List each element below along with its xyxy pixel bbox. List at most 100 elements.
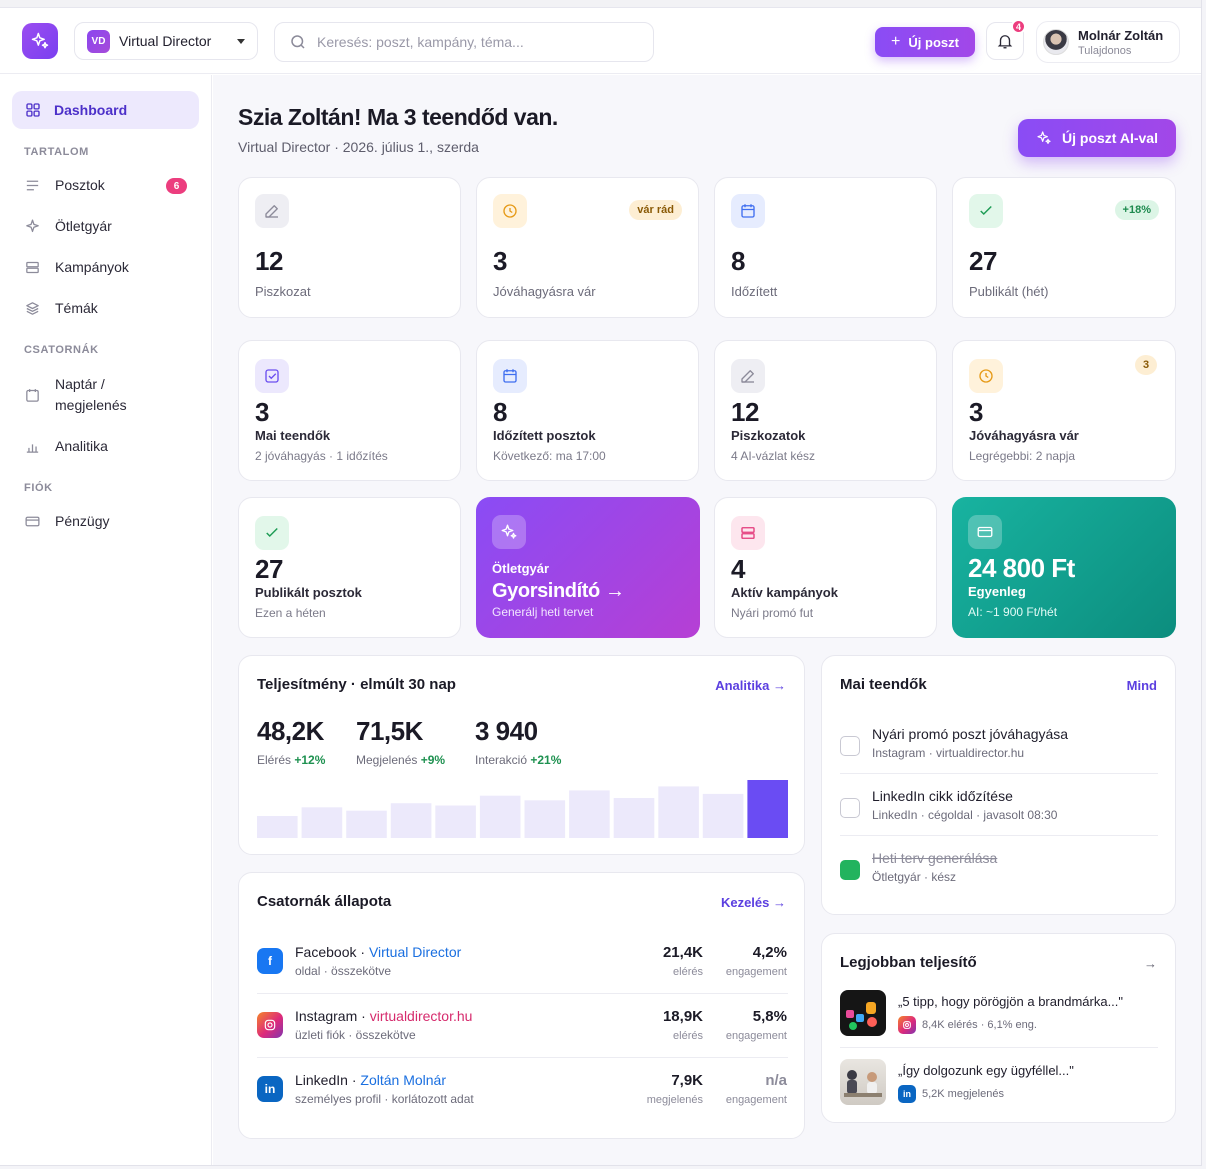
todo-item[interactable]: LinkedIn cikk időzítése LinkedIn · cégol… [840,788,1158,828]
sidebar-item-ideas[interactable]: Ötletgyár [24,216,194,237]
sidebar-item-label: Posztok [55,177,105,193]
check-icon-wrap [969,194,1003,228]
search-box[interactable] [274,22,654,62]
channel-row-instagram[interactable]: Instagram · virtualdirector.hu üzleti fi… [257,1008,787,1048]
tile-active-campaigns[interactable]: 4 Aktív kampányok Nyári promó fut [714,497,937,638]
todo-sub: Ötletgyár · kész [872,870,957,884]
check-icon [980,205,992,216]
todos-panel: Mai teendők Mind Nyári promó poszt jóváh… [821,655,1176,915]
tile-idea-quickstart[interactable]: Ötletgyár Gyorsindító → Generálj heti te… [476,497,700,638]
tile-title: Gyorsindító [492,580,600,602]
sparkle-icon [26,219,39,233]
pencil-icon [265,205,278,218]
sidebar-item-finance[interactable]: Pénzügy [24,511,194,532]
channel-account: Zoltán Molnár [360,1072,446,1088]
search-input[interactable] [317,34,617,50]
summary-title: Piszkozatok [731,428,806,443]
divider [257,1057,788,1058]
stat-card-pending[interactable]: vár rád 3 Jóváhagyásra vár [476,177,699,318]
tile-published-posts[interactable]: 27 Publikált posztok Ezen a héten [238,497,461,638]
channel-network: Instagram [295,1008,358,1024]
todo-checkbox[interactable] [840,798,860,818]
stack-icon [26,302,39,315]
sparkle-icon [1037,131,1051,144]
workspace-switcher[interactable]: VD Virtual Director [74,22,258,60]
sidebar-item-calendar[interactable]: Naptár / megjelenés [24,374,194,416]
workspace-badge: VD [87,29,110,53]
tile-sub: Generálj heti tervet [492,605,594,619]
tile-value: 24 800 Ft [968,553,1075,583]
summary-card-today[interactable]: 3 Mai teendők 2 jóváhagyás · 1 időzítés [238,340,461,481]
best-post-item[interactable]: „5 tipp, hogy pörögjön a brandmárka..." … [840,990,1158,1038]
todo-checkbox-checked[interactable] [840,860,860,880]
performance-bar [257,816,298,838]
user-menu[interactable]: Molnár Zoltán Tulajdonos [1036,21,1180,63]
performance-bar [346,810,387,838]
performance-bar [613,798,655,838]
stat-card-drafts[interactable]: 12 Piszkozat [238,177,461,318]
search-icon [291,35,305,49]
clock-icon-wrap [969,359,1003,393]
todo-item[interactable]: Nyári promó poszt jóváhagyása Instagram … [840,726,1158,766]
bell-icon [997,35,1013,49]
tile-balance[interactable]: 24 800 Ft Egyenleg AI: ~1 900 Ft/hét [952,497,1176,638]
todos-title: Mai teendők [840,676,927,693]
channel-engagement-label: engagement [725,1094,787,1106]
sidebar-item-label: Dashboard [54,102,128,118]
channel-row-linkedin[interactable]: in LinkedIn · Zoltán Molnár személyes pr… [257,1072,787,1112]
summary-sub: Következő: ma 17:00 [493,449,606,463]
clock-icon-wrap [493,194,527,228]
sidebar-item-campaigns[interactable]: Kampányok [24,257,194,278]
todo-title: LinkedIn cikk időzítése [872,788,1013,804]
sidebar-item-topics[interactable]: Témák [24,298,194,319]
performance-bar-chart [257,780,788,838]
stat-card-scheduled[interactable]: 8 Időzített [714,177,937,318]
instagram-icon [898,1016,916,1034]
summary-card-scheduled[interactable]: 8 Időzített posztok Következő: ma 17:00 [476,340,699,481]
clock-icon [979,369,993,383]
summary-card-pending[interactable]: 3 3 Jóváhagyásra vár Legrégebbi: 2 napja [952,340,1176,481]
page-title: Szia Zoltán! Ma 3 teendőd van. [238,104,558,130]
metric-label-row: Megjelenés +9% [356,753,445,767]
new-ai-post-button[interactable]: Új poszt AI-val [1018,119,1176,157]
sidebar-section-account: FIÓK [24,482,53,494]
best-post-stats: 5,2K megjelenés [922,1088,1004,1100]
performance-bar [479,795,521,838]
all-todos-link[interactable]: Mind [1126,678,1157,693]
sidebar-item-posts[interactable]: Posztok 6 [24,175,194,196]
best-post-meta: 8,4K elérés · 6,1% eng. [898,1016,1037,1034]
manage-link[interactable]: Kezelés → [720,895,786,910]
todo-item[interactable]: Heti terv generálása Ötletgyár · kész [840,850,1158,890]
notifications-badge: 4 [1011,19,1026,34]
pencil-icon [741,370,754,383]
todo-checkbox[interactable] [840,736,860,756]
channel-row-facebook[interactable]: f Facebook · Virtual Director oldal · ös… [257,944,787,984]
arrow-right-icon[interactable]: → [1144,956,1157,971]
stat-value: 8 [731,246,745,276]
metric-reach: 48,2K Elérés +12% [257,716,325,767]
tile-title: Aktív kampányok [731,585,838,600]
sidebar-item-label: Pénzügy [55,513,110,529]
calendar-icon-wrap [731,194,765,228]
summary-card-drafts[interactable]: 12 Piszkozatok 4 AI-vázlat kész [714,340,937,481]
channel-name: LinkedIn · Zoltán Molnár [295,1072,446,1088]
best-post-item[interactable]: „Így dolgozunk egy ügyféllel..." in 5,2K… [840,1059,1158,1107]
tile-title: Egyenleg [968,584,1026,599]
app-logo[interactable] [22,23,58,59]
summary-title: Időzített posztok [493,428,596,443]
new-post-label: Új poszt [908,34,959,50]
stat-card-published[interactable]: +18% 27 Publikált (hét) [952,177,1176,318]
plus-icon: + [891,33,901,50]
sparkle-icon-wrap [492,515,526,549]
notifications-button[interactable]: 4 [986,19,1026,60]
stat-label: Piszkozat [255,284,311,299]
top-bar: VD Virtual Director + Új poszt 4 Molnár … [0,8,1201,74]
stat-value: 12 [255,246,283,276]
sidebar-item-dashboard[interactable]: Dashboard [12,91,199,129]
sidebar-item-analytics[interactable]: Analitika [24,436,194,457]
metric-label-row: Elérés +12% [257,753,325,767]
analytics-link[interactable]: Analitika → [715,678,786,693]
new-post-button[interactable]: + Új poszt [875,27,975,57]
pencil-icon-wrap [731,359,765,393]
sidebar: Dashboard TARTALOM Posztok 6 Ötletgyár K… [0,75,212,1165]
